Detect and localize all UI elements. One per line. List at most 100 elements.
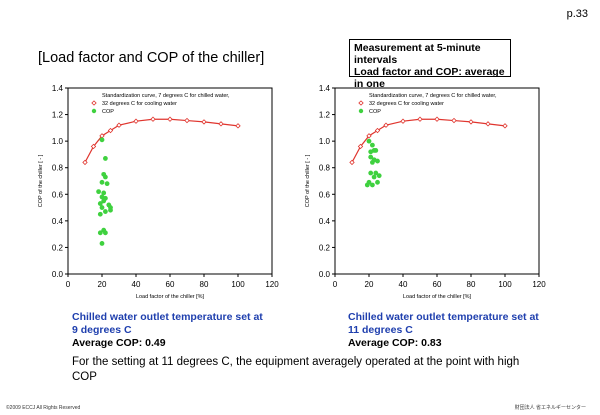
legend-curve-marker	[358, 100, 364, 106]
curve-point	[90, 143, 97, 150]
y-tick-label: 0.4	[52, 217, 64, 226]
curve-point	[485, 121, 491, 127]
x-tick-label: 0	[333, 280, 338, 289]
x-tick-label: 20	[365, 280, 374, 289]
caption-9-degrees: Chilled water outlet temperature set at …	[72, 311, 263, 350]
chart-9-degrees: 0 20 40 60 80 100 120 0.0 0.2 0.4 0.6 0.8 1.0 1.2 1.4 L…	[38, 84, 279, 300]
caption-9-line1: Chilled water outlet temperature set at	[72, 311, 263, 323]
cop-point	[104, 181, 110, 187]
cop-point	[101, 198, 107, 204]
slide-title: [Load factor and COP of the chiller]	[38, 50, 265, 66]
x-tick-label: 80	[467, 280, 476, 289]
page-number: p.33	[566, 8, 588, 20]
legend-cop-marker	[91, 108, 97, 114]
y-tick-label: 1.2	[52, 111, 64, 120]
y-tick-label: 1.4	[319, 84, 331, 93]
x-tick-label: 100	[231, 280, 245, 289]
cop-point	[103, 230, 108, 236]
x-tick-label: 80	[200, 280, 209, 289]
x-tick-label: 20	[98, 280, 107, 289]
cop-point	[96, 189, 101, 195]
cop-point	[373, 170, 379, 176]
caption-11-line1: Chilled water outlet temperature set at	[348, 311, 539, 323]
cop-point	[368, 170, 374, 176]
curve-point	[451, 117, 457, 124]
conclusion-text: For the setting at 11 degrees C, the equ…	[72, 356, 520, 383]
y-tick-label: 0.0	[319, 270, 331, 279]
cop-point	[108, 207, 113, 213]
curve-point	[184, 117, 190, 124]
y-tick-label: 0.2	[52, 243, 64, 252]
curve-point	[502, 123, 508, 129]
x-tick-label: 60	[433, 280, 442, 289]
x-tick-label: 120	[265, 280, 279, 289]
curve-point	[150, 116, 156, 122]
note-line-1: Measurement at 5-minute intervals	[354, 42, 481, 66]
x-tick-label: 40	[132, 280, 141, 289]
curve-point	[366, 133, 372, 139]
curve-point	[434, 116, 440, 122]
cop-point	[375, 158, 380, 164]
cop-point	[376, 173, 382, 179]
legend-cop-marker	[358, 108, 364, 114]
curve-point	[167, 116, 173, 122]
standardization-curve-line	[84, 118, 239, 163]
curve-point	[383, 122, 389, 128]
cop-point	[370, 160, 375, 165]
curve-point	[116, 122, 122, 128]
x-axis-label: Load factor of the chiller [%]	[136, 294, 205, 300]
caption-11-average: Average COP: 0.83	[348, 337, 442, 349]
cop-point	[364, 182, 370, 188]
y-tick-label: 1.4	[52, 84, 64, 93]
cop-point	[375, 179, 380, 185]
cop-point	[370, 142, 375, 148]
y-tick-label: 0.0	[52, 270, 64, 279]
curve-point	[357, 143, 364, 150]
y-tick-label: 1.2	[319, 111, 331, 120]
cop-point	[97, 230, 103, 236]
caption-9-average: Average COP: 0.49	[72, 337, 166, 349]
cop-point	[103, 156, 108, 161]
note-line-2: Load factor and COP: average in one	[354, 66, 505, 90]
caption-11-line2: 11 degrees C	[348, 324, 413, 336]
cop-point	[371, 174, 377, 180]
chart-11-degrees: 0 20 40 60 80 100 120 0.0 0.2 0.4 0.6 0.8 1.0 1.2 1.4 L…	[305, 84, 546, 300]
legend-curve-text-1: Standardization curve, 7 degrees C for c…	[102, 93, 230, 99]
legend-curve-marker	[91, 100, 97, 106]
y-tick-label: 0.4	[319, 217, 331, 226]
curve-point	[99, 133, 105, 139]
copyright: ©2009 ECCJ All Rights Reserved	[6, 405, 81, 411]
curve-point	[235, 123, 241, 129]
plot-area	[334, 87, 540, 275]
y-tick-label: 0.6	[319, 190, 331, 199]
cop-point	[99, 241, 105, 246]
curve-point	[133, 118, 139, 124]
cop-point	[373, 148, 379, 153]
curve-point	[374, 127, 381, 134]
y-axis-label: COP of the chiller [ - ]	[305, 154, 311, 207]
curve-point	[400, 118, 406, 124]
cop-point	[99, 137, 105, 143]
curve-point	[468, 119, 474, 125]
cop-point	[366, 138, 372, 144]
curve-point	[218, 121, 224, 127]
cop-point	[368, 154, 374, 160]
curve-point	[417, 116, 423, 122]
y-tick-label: 0.6	[52, 190, 64, 199]
legend-curve-text-2: 32 degrees C for cooling water	[369, 101, 444, 107]
y-tick-label: 0.8	[52, 164, 64, 173]
curve-point	[82, 159, 88, 166]
x-axis-label: Load factor of the chiller [%]	[403, 294, 472, 300]
y-axis-label: COP of the chiller [ - ]	[38, 154, 44, 207]
y-tick-label: 0.2	[319, 243, 331, 252]
x-tick-label: 0	[66, 280, 71, 289]
legend-curve-text-1: Standardization curve, 7 degrees C for c…	[369, 93, 497, 99]
cop-point	[99, 179, 105, 185]
legend-curve-text-2: 32 degrees C for cooling water	[102, 101, 177, 107]
caption-9-line2: 9 degrees C	[72, 324, 132, 336]
y-tick-label: 0.8	[319, 164, 331, 173]
x-tick-label: 120	[532, 280, 546, 289]
cop-point	[103, 174, 108, 180]
curve-point	[107, 127, 114, 134]
y-tick-label: 1.0	[52, 137, 64, 146]
